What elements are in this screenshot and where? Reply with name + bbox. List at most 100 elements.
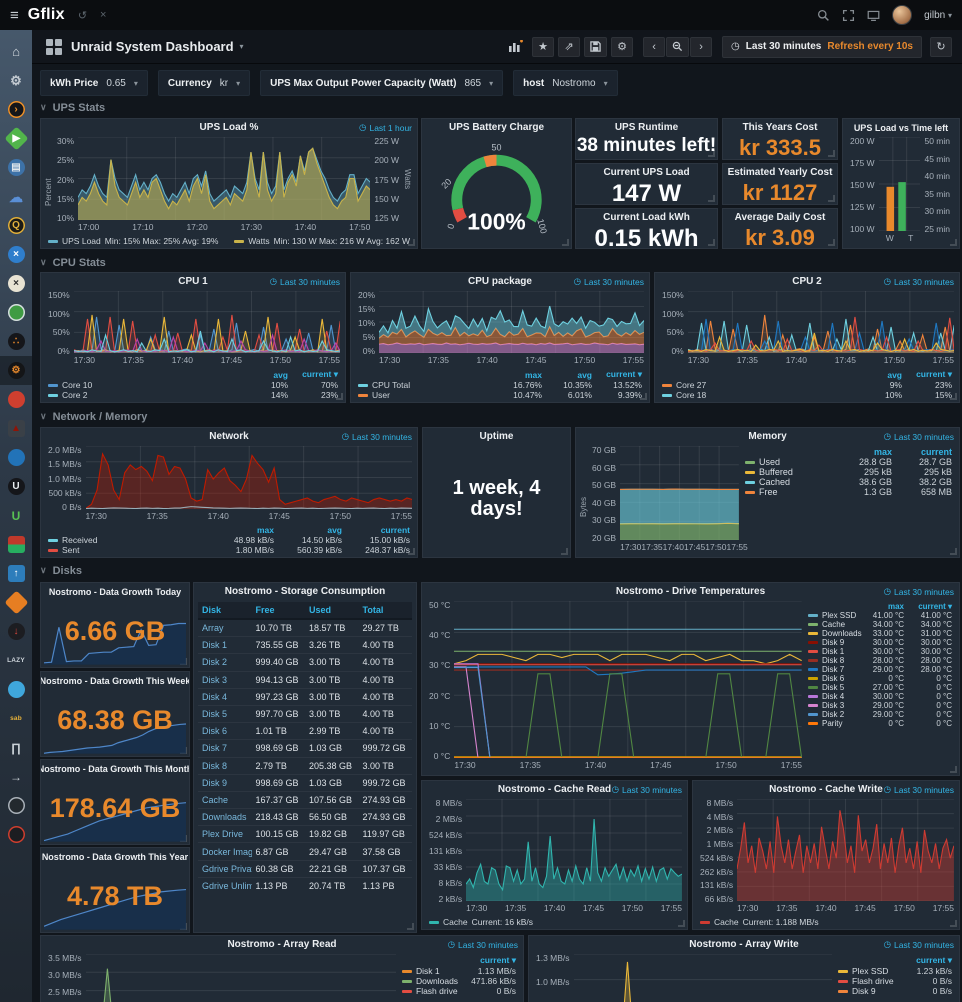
battery-gauge[interactable]: 0 20 50 100 100% — [422, 136, 571, 248]
time-forward-button[interactable]: › — [690, 36, 713, 57]
panel-title[interactable]: Nostromo - Data Growth This Month — [40, 763, 190, 774]
legend-item-plex-ssd[interactable]: Plex SSD — [838, 966, 898, 976]
legend-sort-avg[interactable]: avg — [327, 525, 342, 535]
legend-sort-current[interactable]: current ▾ — [916, 369, 952, 379]
sidebar-item-app-ubiquiti[interactable]: U — [0, 472, 32, 501]
row-header-disks[interactable]: ∨ Disks — [40, 564, 82, 577]
legend-item-disk-9[interactable]: Disk 9 — [838, 986, 898, 996]
sidebar-item-app-blue-up[interactable]: ↑ — [0, 559, 32, 588]
column-header-used[interactable]: Used — [305, 602, 359, 620]
dashboard-settings-button[interactable]: ⚙ — [611, 36, 634, 57]
legend-sort-avg[interactable]: avg — [887, 369, 902, 380]
variable-ups-max-output-power-capacity-watt-[interactable]: UPS Max Output Power Capacity (Watt) 865 ▾ — [260, 70, 504, 96]
row-header-network-memory[interactable]: ∨ Network / Memory — [40, 410, 148, 423]
sidebar-item-app-cloud[interactable]: ☁ — [0, 182, 32, 211]
panel-title[interactable]: Nostromo - Data Growth This Year — [41, 851, 189, 862]
share-dashboard-button[interactable]: ⇗ — [558, 36, 581, 57]
legend-item-disk-5[interactable]: Disk 5 — [808, 683, 856, 692]
legend-item-core-18[interactable]: Core 18 — [662, 390, 852, 400]
user-avatar[interactable] — [892, 5, 913, 25]
legend-item-disk-7[interactable]: Disk 7 — [808, 665, 856, 674]
panel-title[interactable]: Current UPS Load — [603, 167, 690, 178]
chart-plot[interactable] — [379, 291, 644, 353]
chart-plot[interactable] — [73, 291, 340, 353]
panel-title[interactable]: UPS Runtime — [614, 122, 679, 133]
dashboard-dropdown-icon[interactable]: ▾ — [239, 42, 244, 51]
sidebar-item-app-red-green-bars[interactable] — [0, 530, 32, 559]
panel-title[interactable]: CPU 2 — [792, 276, 822, 287]
panel-title[interactable]: Nostromo - Storage Consumption — [224, 586, 386, 597]
chart-plot[interactable] — [574, 954, 832, 1002]
sidebar-item-app-green-circle[interactable] — [0, 298, 32, 327]
row-header-ups-stats[interactable]: ∨ UPS Stats — [40, 101, 106, 114]
legend-item-free[interactable]: Free — [745, 487, 832, 497]
panel-title[interactable]: Memory — [748, 431, 787, 442]
legend-item-disk-9[interactable]: Disk 9 — [808, 638, 856, 647]
legend-sort-avg[interactable]: avg — [273, 369, 288, 380]
panel-title[interactable]: This Years Cost — [742, 122, 818, 133]
legend-item-core-2[interactable]: Core 2 — [48, 390, 238, 400]
panel-title[interactable]: Nostromo - Data Growth Today — [48, 586, 182, 597]
legend-item-flash-drive[interactable]: Flash drive — [838, 976, 898, 986]
legend-item-cached[interactable]: Cached — [745, 477, 832, 487]
sidebar-item-logout-icon[interactable]: → — [0, 762, 32, 791]
chart-plot[interactable] — [737, 799, 954, 901]
legend-sort-max[interactable]: max — [524, 369, 542, 380]
sidebar-item-app-water-drop[interactable] — [0, 675, 32, 704]
sidebar-item-app-unraid[interactable]: U — [0, 501, 32, 530]
sidebar-item-app-red-ring[interactable] — [0, 820, 32, 849]
legend-item-disk-8[interactable]: Disk 8 — [808, 656, 856, 665]
legend-item-disk-2[interactable]: Disk 2 — [808, 710, 856, 719]
search-icon[interactable] — [817, 9, 830, 22]
legend-item-plex-ssd[interactable]: Plex SSD — [808, 611, 856, 620]
legend-sort-current[interactable]: current ▾ — [918, 602, 952, 611]
legend-item-disk-1[interactable]: Disk 1 — [808, 647, 856, 656]
close-icon[interactable]: × — [100, 9, 107, 21]
refresh-button[interactable]: ↻ — [930, 36, 952, 57]
save-dashboard-button[interactable] — [584, 36, 608, 57]
column-header-free[interactable]: Free — [251, 602, 305, 620]
legend-item-watts[interactable]: Watts Min: 130 W Max: 216 W Avg: 162 W — [234, 236, 410, 246]
sidebar-item-app-sabnzbd[interactable]: sab — [0, 704, 32, 733]
sidebar-item-app-blue-x[interactable]: × — [0, 240, 32, 269]
panel-title[interactable]: UPS Load % — [199, 122, 259, 133]
sidebar-item-app-grafana[interactable]: ⚙ — [0, 356, 32, 385]
panel-title[interactable]: UPS Battery Charge — [448, 122, 545, 133]
legend-item-core-10[interactable]: Core 10 — [48, 380, 238, 390]
legend-sort-current[interactable]: current — [380, 525, 410, 535]
sidebar-item-app-library[interactable]: ∏ — [0, 733, 32, 762]
variable-host[interactable]: host Nostromo ▾ — [513, 70, 618, 96]
panel-title[interactable]: Current Load kWh — [603, 212, 690, 223]
column-header-total[interactable]: Total — [358, 602, 412, 620]
variable-currency[interactable]: Currency kr ▾ — [157, 70, 251, 96]
legend-item-received[interactable]: Received — [48, 535, 206, 545]
sidebar-item-app-emby[interactable]: ▶ — [0, 124, 32, 153]
dashboard-title[interactable]: Unraid System Dashboard — [71, 39, 234, 54]
legend-item-disk-4[interactable]: Disk 4 — [808, 692, 856, 701]
legend-sort-current[interactable]: current ▾ — [606, 369, 642, 379]
sidebar-item-app-orange-diamond[interactable] — [0, 588, 32, 617]
legend-item-disk-3[interactable]: Disk 3 — [808, 701, 856, 710]
column-header-disk[interactable]: Disk — [198, 602, 252, 620]
panel-title[interactable]: CPU 1 — [178, 276, 208, 287]
legend-item-user[interactable]: User — [358, 390, 492, 400]
user-menu[interactable]: gilbn ▾ — [924, 9, 952, 21]
chart-plot[interactable] — [687, 291, 954, 353]
brand-logo[interactable]: Gflix — [27, 6, 65, 23]
legend-sort-current[interactable]: current ▾ — [302, 369, 338, 379]
legend-sort-avg[interactable]: avg — [577, 369, 592, 380]
legend-item-cache[interactable]: Cache Current: 1.188 MB/s — [700, 917, 819, 927]
sidebar-item-app-lazylibrarian[interactable]: LAZY — [0, 646, 32, 675]
chart-plot[interactable] — [466, 799, 682, 901]
add-panel-button[interactable] — [503, 37, 528, 57]
sidebar-item-app-github[interactable] — [0, 791, 32, 820]
legend-sort-max[interactable]: max — [256, 525, 274, 535]
star-dashboard-button[interactable]: ★ — [532, 36, 555, 57]
legend-sort-current[interactable]: current ▾ — [480, 955, 516, 965]
panel-title[interactable]: Nostromo - Drive Temperatures — [615, 586, 766, 597]
chart-plot[interactable] — [78, 137, 371, 220]
sidebar-item-app-light-x[interactable]: × — [0, 269, 32, 298]
legend-item-flash-drive[interactable]: Flash drive — [402, 986, 458, 996]
legend-item-downloads[interactable]: Downloads — [808, 629, 862, 638]
chart-plot[interactable] — [454, 601, 802, 758]
